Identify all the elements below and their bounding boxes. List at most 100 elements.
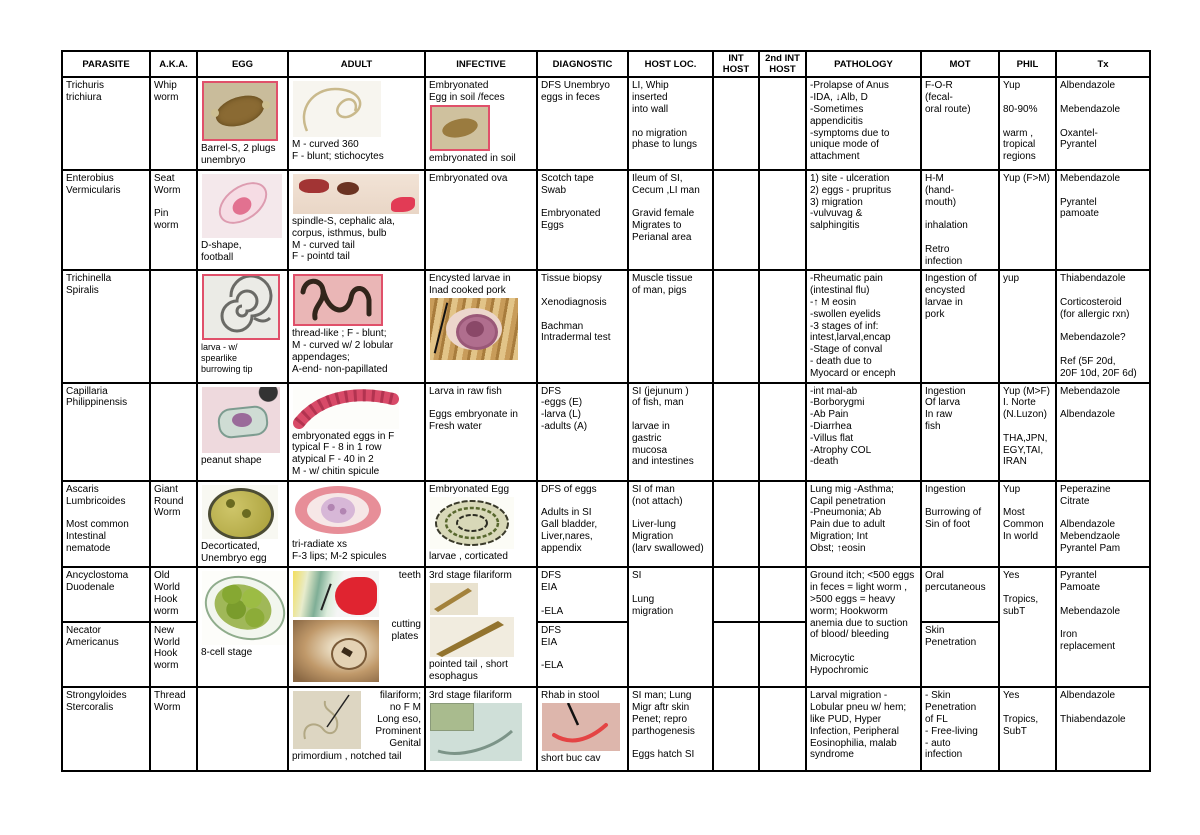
phil-cell: yup — [998, 269, 1057, 384]
infective-text: Embryonated Egg — [429, 483, 510, 495]
egg-image — [202, 571, 286, 646]
tx-cell: Albendazole Mebendazole Oxantel- Pyrante… — [1055, 76, 1151, 171]
infective-cell: Larva in raw fish Eggs embryonate in Fre… — [424, 381, 538, 482]
egg-image — [202, 484, 278, 539]
col-header-adult: ADULT — [287, 49, 426, 79]
aka-cell: Old World Hook worm — [149, 566, 198, 623]
tx-cell: Pyrantel Pamoate Mebendazole Iron replac… — [1055, 566, 1151, 689]
host-loc-cell: SI man; Lung Migr aftr skin Penet; repro… — [627, 686, 714, 773]
aka-cell: Seat Worm Pin worm — [149, 168, 198, 272]
diagnostic-cell: DFS EIA -ELA — [536, 566, 629, 623]
mot-cell: Oral percutaneous — [920, 566, 1000, 623]
adult-label-teeth: teeth — [398, 570, 421, 582]
adult-image — [293, 81, 381, 138]
egg-cell: 8-cell stage — [196, 566, 289, 689]
aka-cell — [149, 269, 198, 384]
egg-cell: Decorticated, Unembryo egg — [196, 479, 289, 569]
phil-cell: Yup (F>M) — [998, 168, 1057, 272]
adult-cell: spindle-S, cephalic ala, corpus, isthmus… — [287, 168, 426, 272]
egg-image — [202, 81, 278, 142]
parasite-name: Trichuris trichiura — [61, 76, 151, 171]
phil-cell: Yes Tropics, SubT — [998, 686, 1057, 773]
tx-cell: Peperazine Citrate Albendazole Mebendzao… — [1055, 479, 1151, 569]
diagnostic-text: Rhab in stool — [541, 690, 600, 702]
mot-cell: - Skin Penetration of FL - Free-living -… — [920, 686, 1000, 773]
col-header-infective: INFECTIVE — [424, 49, 538, 79]
adult-cell: thread-like ; F - blunt; M - curved w/ 2… — [287, 269, 426, 384]
mot-cell: Ingestion Burrowing of Sin of foot — [920, 479, 1000, 569]
adult-caption-right: filariform; no F M Long eso, Prominent G… — [375, 690, 421, 749]
aka-cell: New World Hook worm — [149, 620, 198, 689]
infective-cell: Encysted larvae in Inad cooked pork — [424, 269, 538, 384]
phil-cell: Yup (M>F) I. Norte (N.Luzon) THA,JPN, EG… — [998, 381, 1057, 482]
infective-text: 3rd stage filariform — [429, 570, 512, 582]
2nd-int-host-cell — [758, 479, 807, 569]
row-enterobius: Enterobius Vermicularis Seat Worm Pin wo… — [61, 168, 1151, 272]
infective-text: Encysted larvae in Inad cooked pork — [429, 273, 511, 297]
col-header-pathology: PATHOLOGY — [805, 49, 922, 79]
tx-cell: Thiabendazole Corticosteroid (for allerg… — [1055, 269, 1151, 384]
2nd-int-host-cell — [758, 686, 807, 773]
parasite-name: Ascaris Lumbricoides Most common Intesti… — [61, 479, 151, 569]
egg-caption: Barrel-S, 2 plugs unembryo — [201, 143, 276, 167]
infective-text-bottom: pointed tail , short esophagus — [429, 659, 508, 682]
diagnostic-cell: DFS of eggs Adults in SI Gall bladder, L… — [536, 479, 629, 569]
2nd-int-host-cell — [758, 620, 807, 689]
infective-image-small — [430, 583, 478, 616]
col-header-host-loc: HOST LOC. — [627, 49, 714, 79]
col-header-parasite: PARASITE — [61, 49, 151, 79]
aka-cell: Whip worm — [149, 76, 198, 171]
adult-caption: embryonated eggs in F typical F - 8 in 1… — [292, 430, 395, 477]
host-loc-cell: SI Lung migration — [627, 566, 714, 689]
pathology-cell: 1) site - ulceration 2) eggs - prupritus… — [805, 168, 922, 272]
row-strongyloides: Strongyloides Stercoralis Thread Worm fi… — [61, 686, 1151, 773]
col-header-diagnostic: DIAGNOSTIC — [536, 49, 629, 79]
2nd-int-host-cell — [758, 269, 807, 384]
parasite-name: Enterobius Vermicularis — [61, 168, 151, 272]
egg-cell: Barrel-S, 2 plugs unembryo — [196, 76, 289, 171]
egg-image — [202, 174, 282, 238]
diagnostic-cell: Rhab in stool short buc cav — [536, 686, 629, 773]
int-host-cell — [712, 686, 760, 773]
adult-cell: embryonated eggs in F typical F - 8 in 1… — [287, 381, 426, 482]
int-host-cell — [712, 168, 760, 272]
col-header-mot: MOT — [920, 49, 1000, 79]
2nd-int-host-cell — [758, 168, 807, 272]
host-loc-cell: Ileum of SI, Cecum ,LI man Gravid female… — [627, 168, 714, 272]
adult-caption: thread-like ; F - blunt; M - curved w/ 2… — [292, 328, 394, 375]
adult-image — [293, 484, 385, 537]
egg-caption: peanut shape — [201, 454, 262, 466]
col-header-int-host: INT HOST — [712, 49, 760, 79]
adult-cell: filariform; no F M Long eso, Prominent G… — [287, 686, 426, 773]
parasite-name: Necator Americanus — [61, 620, 151, 689]
pathology-cell: -Prolapse of Anus -IDA, ↓Alb, D -Sometim… — [805, 76, 922, 171]
phil-cell: Yup 80-90% warm , tropical regions — [998, 76, 1057, 171]
larva-image — [202, 274, 280, 341]
adult-mouth-image — [293, 571, 379, 618]
row-trichinella: Trichinella Spiralis larva - w/ spearlik… — [61, 269, 1151, 384]
egg-caption: larva - w/ spearlike burrowing tip — [201, 342, 253, 374]
parasite-table: PARASITE A.K.A. EGG ADULT INFECTIVE DIAG… — [61, 49, 1151, 773]
header-row: PARASITE A.K.A. EGG ADULT INFECTIVE DIAG… — [61, 49, 1151, 79]
diagnostic-cell: DFS Unembryo eggs in feces — [536, 76, 629, 171]
pathology-cell: -int mal-ab -Borborygmi -Ab Pain -Diarrh… — [805, 381, 922, 482]
infective-image — [430, 105, 490, 151]
adult-caption: M - curved 360 F - blunt; stichocytes — [292, 139, 384, 163]
adult-caption: spindle-S, cephalic ala, corpus, isthmus… — [292, 216, 395, 263]
infective-cell: Embryonated Egg larvae , corticated — [424, 479, 538, 569]
int-host-cell — [712, 76, 760, 171]
col-header-tx: Tx — [1055, 49, 1151, 79]
adult-cell: tri-radiate xs F-3 lips; M-2 spicules — [287, 479, 426, 569]
col-header-phil: PHIL — [998, 49, 1057, 79]
infective-cell: Embryonated Egg in soil /feces embryonat… — [424, 76, 538, 171]
adult-image — [293, 386, 399, 429]
parasite-name: Trichinella Spiralis — [61, 269, 151, 384]
row-necator: Necator Americanus New World Hook worm D… — [61, 620, 1150, 689]
adult-cell: teeth cutting plates — [287, 566, 426, 689]
aka-cell — [149, 381, 198, 482]
adult-buccal-image — [293, 620, 379, 683]
phil-cell: Yes Tropics, subT — [998, 566, 1057, 689]
int-host-cell — [712, 381, 760, 482]
diagnostic-image — [542, 703, 620, 752]
host-loc-cell: LI, Whip inserted into wall no migration… — [627, 76, 714, 171]
